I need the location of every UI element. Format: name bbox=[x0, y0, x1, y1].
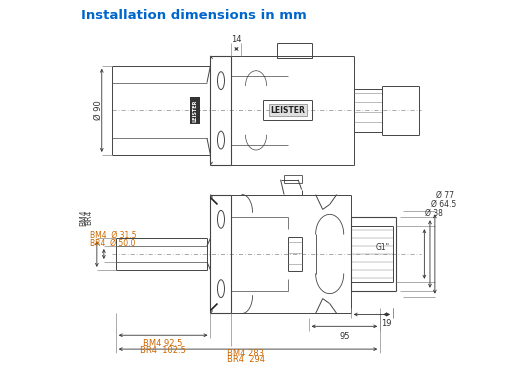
Text: Ø 90: Ø 90 bbox=[94, 101, 103, 120]
Text: BR4: BR4 bbox=[84, 209, 93, 225]
Text: BM4 283: BM4 283 bbox=[227, 348, 264, 358]
Text: 14: 14 bbox=[231, 34, 241, 44]
Text: LEISTER: LEISTER bbox=[192, 99, 197, 122]
Text: BR4  102.5: BR4 102.5 bbox=[140, 346, 186, 355]
Text: Ø 38: Ø 38 bbox=[425, 209, 443, 218]
Text: LEISTER: LEISTER bbox=[270, 106, 305, 115]
Text: BM4 92.5: BM4 92.5 bbox=[143, 339, 183, 348]
Text: Installation dimensions in mm: Installation dimensions in mm bbox=[81, 9, 307, 22]
Text: 19: 19 bbox=[381, 319, 392, 328]
Text: G1": G1" bbox=[375, 243, 389, 251]
Text: 95: 95 bbox=[339, 332, 349, 341]
Text: BR4  Ø 50.0: BR4 Ø 50.0 bbox=[90, 239, 135, 248]
Text: BM4: BM4 bbox=[79, 209, 88, 226]
Text: Ø 64.5: Ø 64.5 bbox=[431, 200, 456, 209]
Text: BM4  Ø 31.5: BM4 Ø 31.5 bbox=[90, 231, 136, 240]
Text: BR4  294: BR4 294 bbox=[226, 355, 265, 363]
Text: Ø 77: Ø 77 bbox=[436, 191, 453, 200]
